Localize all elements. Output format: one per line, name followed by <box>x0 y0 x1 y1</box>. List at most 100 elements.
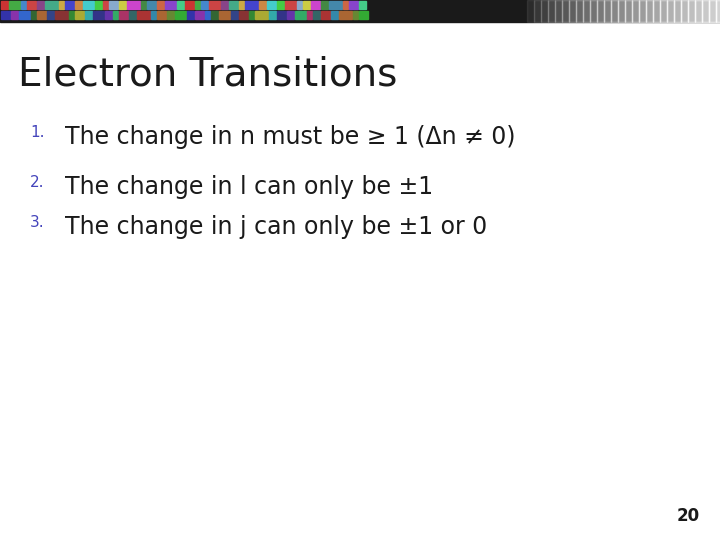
Bar <box>128 11 135 19</box>
Bar <box>166 11 174 19</box>
Bar <box>276 1 284 9</box>
Bar <box>238 1 243 9</box>
Bar <box>611 0 618 22</box>
Bar <box>527 0 534 22</box>
Bar <box>228 1 238 9</box>
Bar <box>597 0 604 22</box>
Bar <box>184 1 194 9</box>
Bar <box>555 0 562 22</box>
Bar <box>127 1 140 9</box>
Bar <box>150 11 156 19</box>
Bar <box>204 11 210 19</box>
Bar <box>218 11 230 19</box>
Bar <box>639 0 646 22</box>
Bar <box>716 0 720 22</box>
Bar <box>604 0 611 22</box>
Bar <box>653 0 660 22</box>
Text: The change in l can only be ±1: The change in l can only be ±1 <box>65 175 433 199</box>
Bar <box>269 11 276 19</box>
Bar <box>312 11 320 19</box>
Bar <box>534 0 541 22</box>
Bar <box>84 11 91 19</box>
Bar <box>276 11 286 19</box>
Bar <box>520 0 527 22</box>
Bar <box>200 1 207 9</box>
Text: 20: 20 <box>677 507 700 525</box>
Bar <box>310 1 320 9</box>
Bar <box>646 0 653 22</box>
Bar <box>220 1 228 9</box>
Bar <box>230 11 238 19</box>
Bar <box>562 0 569 22</box>
Bar <box>681 0 688 22</box>
Bar <box>576 0 583 22</box>
Bar <box>254 11 268 19</box>
Bar <box>30 11 35 19</box>
Bar <box>104 11 112 19</box>
Bar <box>294 11 305 19</box>
Bar <box>92 11 104 19</box>
Bar <box>164 1 176 9</box>
Bar <box>68 11 73 19</box>
Bar <box>27 1 35 9</box>
Bar <box>320 1 328 9</box>
Bar <box>74 1 81 9</box>
Bar <box>109 1 117 9</box>
Bar <box>238 11 248 19</box>
Bar <box>266 1 276 9</box>
Bar <box>194 11 204 19</box>
Bar <box>156 1 163 9</box>
Text: The change in n must be ≥ 1 (Δn ≠ 0): The change in n must be ≥ 1 (Δn ≠ 0) <box>65 125 516 149</box>
Bar <box>156 11 166 19</box>
Bar <box>348 1 358 9</box>
Bar <box>618 0 625 22</box>
Bar <box>674 0 681 22</box>
Bar <box>74 11 84 19</box>
Bar <box>632 0 639 22</box>
Bar <box>0 0 720 22</box>
Text: 3.: 3. <box>30 215 45 230</box>
Bar <box>45 1 58 9</box>
Bar <box>583 0 590 22</box>
Bar <box>287 11 294 19</box>
Bar <box>11 11 17 19</box>
Bar <box>569 0 576 22</box>
Bar <box>55 11 68 19</box>
Bar <box>37 1 43 9</box>
Bar <box>37 11 45 19</box>
Bar <box>302 1 310 9</box>
Bar <box>695 0 702 22</box>
Bar <box>248 11 253 19</box>
Bar <box>307 11 312 19</box>
Bar <box>137 11 150 19</box>
Bar <box>343 1 348 9</box>
Bar <box>541 0 548 22</box>
Bar <box>258 1 266 9</box>
Bar <box>83 1 94 9</box>
Bar <box>94 1 102 9</box>
Bar <box>19 11 30 19</box>
Bar <box>119 11 127 19</box>
Bar <box>284 1 295 9</box>
Text: Electron Transitions: Electron Transitions <box>18 55 397 93</box>
Bar <box>328 1 341 9</box>
Bar <box>320 11 330 19</box>
Bar <box>146 1 156 9</box>
Text: 1.: 1. <box>30 125 45 140</box>
Bar <box>353 11 358 19</box>
Bar <box>174 11 186 19</box>
Bar <box>119 1 125 9</box>
Bar <box>112 11 117 19</box>
Bar <box>9 1 19 9</box>
Bar <box>209 1 220 9</box>
Bar <box>102 1 107 9</box>
Bar <box>47 11 53 19</box>
Bar <box>186 11 194 19</box>
Bar <box>210 11 217 19</box>
Bar <box>20 1 25 9</box>
Bar <box>194 1 199 9</box>
Bar <box>359 1 366 9</box>
Bar <box>359 11 367 19</box>
Bar <box>140 1 145 9</box>
Bar <box>702 0 709 22</box>
